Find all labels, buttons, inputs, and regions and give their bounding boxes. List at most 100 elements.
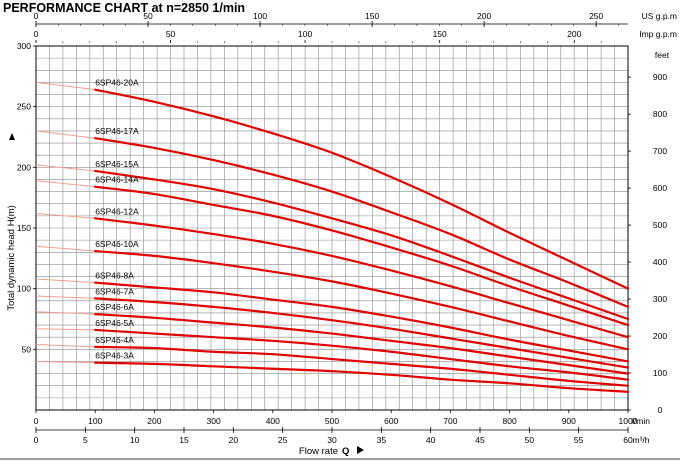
m3h-tick-label: 55 — [574, 435, 584, 445]
series-extension-line — [35, 278, 96, 284]
lmin-tick-label: 800 — [503, 416, 517, 426]
series-extension-line — [35, 360, 96, 364]
feet-tick-label: 900 — [653, 72, 667, 82]
m3h-tick-label: 60 — [623, 435, 633, 445]
lmin-unit: l/min — [632, 416, 650, 426]
m3h-tick-label: 45 — [475, 435, 485, 445]
series-label: 6SP46-20A — [95, 78, 139, 88]
x-axis-arrow-icon — [357, 446, 364, 454]
m3h-tick-label: 15 — [179, 435, 189, 445]
series-curve — [94, 249, 630, 351]
series-curve — [94, 345, 630, 387]
imp-gpm-tick-label: 0 — [34, 29, 39, 39]
us-gpm-tick-label: 250 — [589, 11, 603, 21]
y-tick-label: 300 — [17, 41, 31, 51]
series-extension-line — [35, 343, 96, 348]
series-curve — [94, 328, 630, 381]
feet-tick-label: 300 — [653, 294, 667, 304]
x-axis-label: Flow rate — [299, 446, 338, 457]
m3h-tick-label: 10 — [130, 435, 140, 445]
m3h-tick-label: 50 — [525, 435, 535, 445]
feet-tick-label: 200 — [653, 331, 667, 341]
series-label: 6SP46-14A — [95, 175, 139, 185]
series-extension-line — [35, 164, 96, 172]
series-curve — [94, 281, 630, 363]
feet-tick-label: 600 — [653, 183, 667, 193]
series-curve — [94, 217, 630, 339]
m3h-tick-label: 0 — [34, 435, 39, 445]
series-label: 6SP46-17A — [95, 126, 139, 136]
lmin-tick-label: 500 — [325, 416, 339, 426]
m3h-tick-label: 5 — [83, 435, 88, 445]
series-curve — [94, 88, 630, 290]
m3h-tick-label: 20 — [229, 435, 239, 445]
feet-tick-label: 400 — [653, 257, 667, 267]
m3h-unit: m³/h — [633, 435, 650, 445]
y-tick-label: 100 — [17, 284, 31, 294]
series-curve — [94, 297, 630, 369]
series-extension-line — [35, 180, 96, 188]
lmin-tick-label: 900 — [562, 416, 576, 426]
us-gpm-tick-label: 200 — [477, 11, 491, 21]
series-extension-line — [35, 130, 96, 139]
y-axis-label: Total dynamic head H(m) — [6, 205, 17, 311]
feet-tick-label: 500 — [653, 220, 667, 230]
series-label: 6SP46-10A — [95, 239, 139, 249]
imp-gpm-tick-label: 100 — [298, 29, 312, 39]
us-gpm-tick-label: 0 — [34, 11, 39, 21]
series-curve — [94, 169, 630, 321]
us-gpm-tick-label: 150 — [365, 11, 379, 21]
series-extension-line — [35, 311, 96, 315]
m3h-tick-label: 25 — [278, 435, 288, 445]
feet-tick-label: 700 — [653, 146, 667, 156]
series-curve — [94, 361, 630, 393]
us-gpm-unit: US g.p.m — [642, 11, 677, 21]
y-tick-label: 50 — [22, 344, 32, 354]
series-extension-line — [35, 245, 96, 252]
series-curve — [94, 313, 630, 375]
series-label: 6SP46-5A — [95, 318, 134, 328]
series-labels: 6SP46-20A 6SP46-17A 6SP46-15A 6SP46-14A 6SP4… — [95, 78, 139, 361]
series-extension-line — [35, 328, 96, 331]
series-label: 6SP46-3A — [95, 351, 134, 361]
y-tick-label: 150 — [17, 223, 31, 233]
lmin-tick-label: 700 — [443, 416, 457, 426]
lmin-tick-label: 100 — [88, 416, 102, 426]
x-axis-symbol: Q — [342, 446, 349, 457]
series-curve — [94, 185, 630, 327]
feet-tick-label: 800 — [653, 109, 667, 119]
series-curves — [35, 81, 630, 393]
series-label: 6SP46-4A — [95, 335, 134, 345]
series-label: 6SP46-12A — [95, 206, 139, 216]
feet-tick-label: 100 — [653, 368, 667, 378]
lmin-tick-label: 200 — [147, 416, 161, 426]
series-label: 6SP46-15A — [95, 159, 139, 169]
feet-axis-label: feet — [655, 50, 670, 60]
us-gpm-tick-label: 50 — [143, 11, 153, 21]
feet-tick-label: 0 — [658, 405, 663, 415]
imp-gpm-tick-label: 50 — [166, 29, 176, 39]
us-gpm-tick-label: 100 — [253, 11, 267, 21]
chart-title: PERFORMANCE CHART at n=2850 1/min — [3, 1, 245, 15]
series-label: 6SP46-7A — [95, 286, 134, 296]
series-extension-line — [35, 295, 96, 299]
y-axis-arrow-icon — [9, 133, 15, 140]
lmin-tick-label: 600 — [384, 416, 398, 426]
y-tick-label: 200 — [17, 162, 31, 172]
imp-gpm-unit: Imp g.p.m — [639, 29, 677, 39]
imp-gpm-tick-label: 150 — [433, 29, 447, 39]
m3h-tick-label: 30 — [327, 435, 337, 445]
imp-gpm-tick-label: 200 — [567, 29, 581, 39]
lmin-tick-label: 300 — [207, 416, 221, 426]
lmin-tick-label: 1000 — [619, 416, 638, 426]
series-label: 6SP46-8A — [95, 271, 134, 281]
series-curve — [94, 137, 630, 308]
m3h-tick-label: 40 — [426, 435, 436, 445]
lmin-tick-label: 400 — [266, 416, 280, 426]
lmin-tick-label: 0 — [34, 416, 39, 426]
series-extension-line — [35, 81, 96, 91]
m3h-tick-label: 35 — [377, 435, 387, 445]
y-tick-label: 250 — [17, 102, 31, 112]
